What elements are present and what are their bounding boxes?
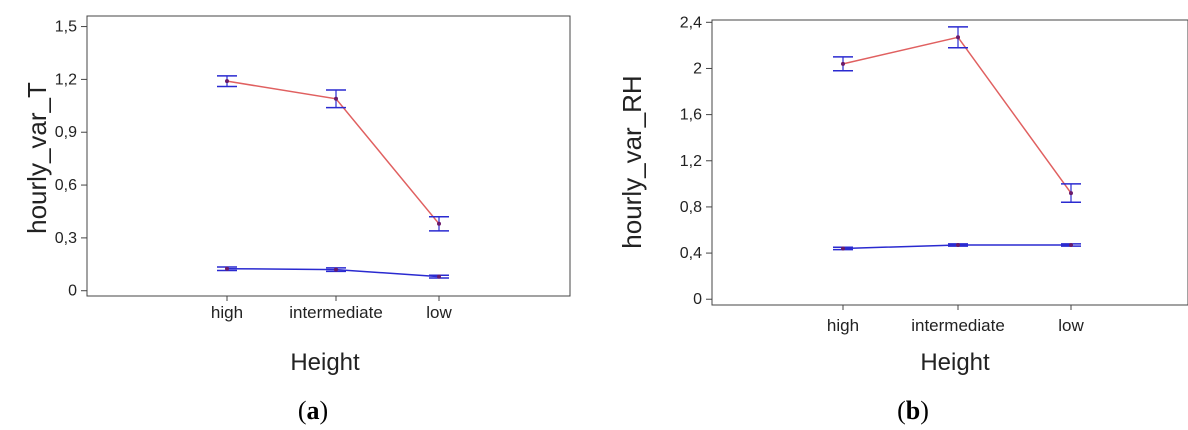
y-tick-label: 0,4 (680, 245, 702, 262)
y-tick-label: 0,6 (55, 177, 77, 194)
x-axis-categories: high intermediate low (211, 296, 452, 322)
series-1-line (842, 36, 1072, 194)
plot-frame (711, 19, 1188, 306)
panel-letter: a (307, 396, 320, 425)
x-tick-label: high (827, 316, 859, 335)
x-tick-label: intermediate (289, 303, 383, 322)
chart-panel-a: 0 0,3 0,6 0,9 1,2 1,5 high intermediate low hou… (22, 15, 571, 425)
x-axis-title: Height (920, 349, 990, 376)
x-tick-label: intermediate (911, 316, 1005, 335)
x-axis-title: Height (290, 349, 360, 376)
y-tick-label: 0,8 (680, 199, 702, 216)
y-tick-label: 2,4 (680, 14, 702, 31)
data-point (437, 221, 441, 226)
data-point (841, 61, 845, 66)
y-tick-label: 1,6 (680, 107, 702, 124)
y-tick-label: 1,2 (680, 153, 702, 170)
data-point (956, 35, 960, 40)
y-axis-ticks: 0 0,4 0,8 1,2 1,6 2 2,4 (680, 14, 712, 308)
data-point (1069, 243, 1073, 247)
series-1-line (226, 80, 440, 225)
y-tick-label: 0 (68, 283, 77, 300)
y-tick-label: 1,5 (55, 19, 77, 36)
y-tick-label: 0,9 (55, 124, 77, 141)
y-tick-label: 0,3 (55, 230, 77, 247)
y-tick-label: 2 (693, 60, 702, 77)
panel-label: (a) (298, 396, 328, 425)
data-point (334, 267, 338, 272)
x-axis-categories: high intermediate low (827, 305, 1084, 335)
data-point (841, 246, 845, 251)
data-point (225, 266, 229, 271)
y-axis-title: hourly_var_RH (617, 75, 647, 248)
panel-letter: b (906, 396, 920, 425)
x-tick-label: low (1058, 316, 1084, 335)
data-point (956, 243, 960, 247)
chart-panel-b: 0 0,4 0,8 1,2 1,6 2 2,4 high intermediate low ho… (617, 14, 1188, 425)
panel-label: (b) (897, 396, 929, 425)
y-axis-ticks: 0 0,3 0,6 0,9 1,2 1,5 (55, 19, 87, 300)
data-point (334, 96, 338, 101)
y-tick-label: 1,2 (55, 71, 77, 88)
y-axis-title: hourly_var_T (22, 82, 52, 234)
data-marks (833, 26, 1081, 251)
plot-frame (86, 15, 571, 297)
series-2-line (226, 267, 440, 278)
data-point (225, 79, 229, 84)
x-tick-label: low (426, 303, 452, 322)
data-point (437, 274, 441, 279)
data-marks (217, 75, 449, 279)
x-tick-label: high (211, 303, 243, 322)
y-tick-label: 0 (693, 291, 702, 308)
data-point (1069, 191, 1073, 196)
